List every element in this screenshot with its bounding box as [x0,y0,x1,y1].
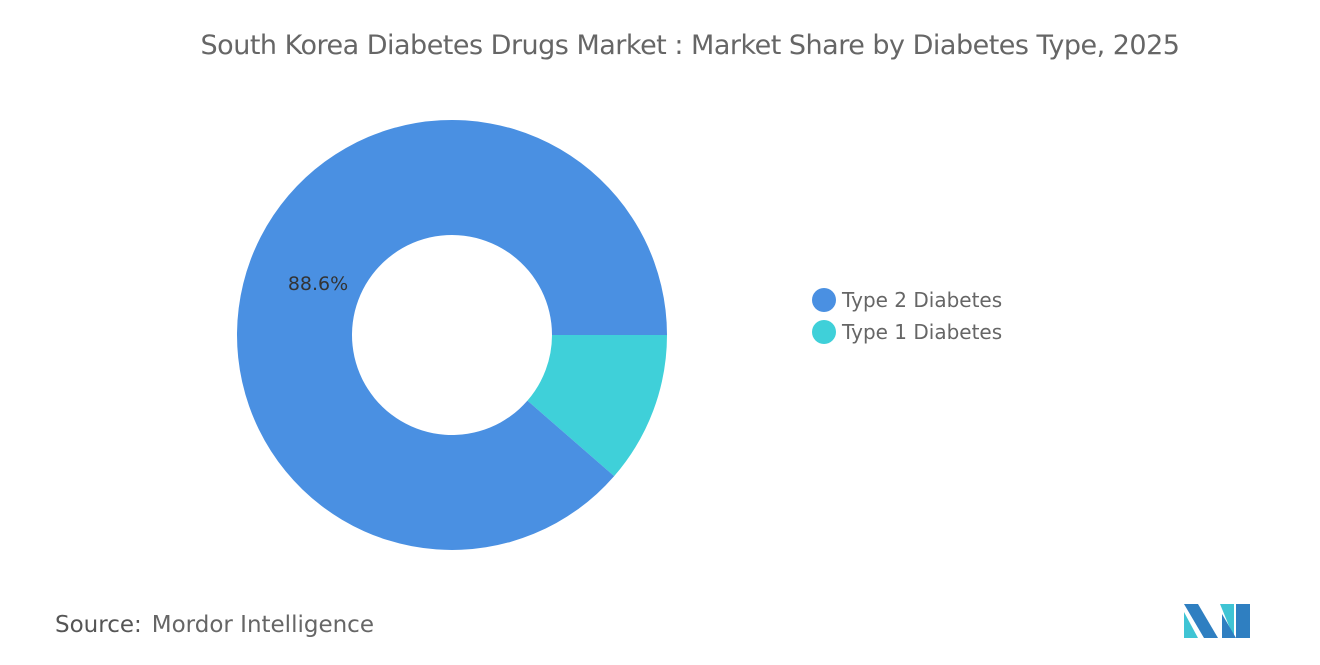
legend-label: Type 2 Diabetes [842,288,1003,312]
source-note: Source: Mordor Intelligence [55,612,374,638]
slice-type-1-diabetes[interactable] [527,335,667,477]
source-label: Source: [55,612,142,638]
mordor-logo-icon [1184,604,1250,638]
source-text: Mordor Intelligence [151,612,374,638]
legend-item-type-2[interactable]: Type 2 Diabetes [812,284,1002,316]
legend-item-type-1[interactable]: Type 1 Diabetes [812,316,1002,348]
chart-title: South Korea Diabetes Drugs Market : Mark… [200,30,1180,61]
slice-type-2-diabetes[interactable] [236,119,667,550]
legend-swatch-icon [812,288,836,312]
legend: Type 2 Diabetes Type 1 Diabetes [812,284,1002,348]
legend-label: Type 1 Diabetes [842,320,1003,344]
legend-swatch-icon [812,320,836,344]
data-label-type-2: 88.6% [288,273,348,295]
